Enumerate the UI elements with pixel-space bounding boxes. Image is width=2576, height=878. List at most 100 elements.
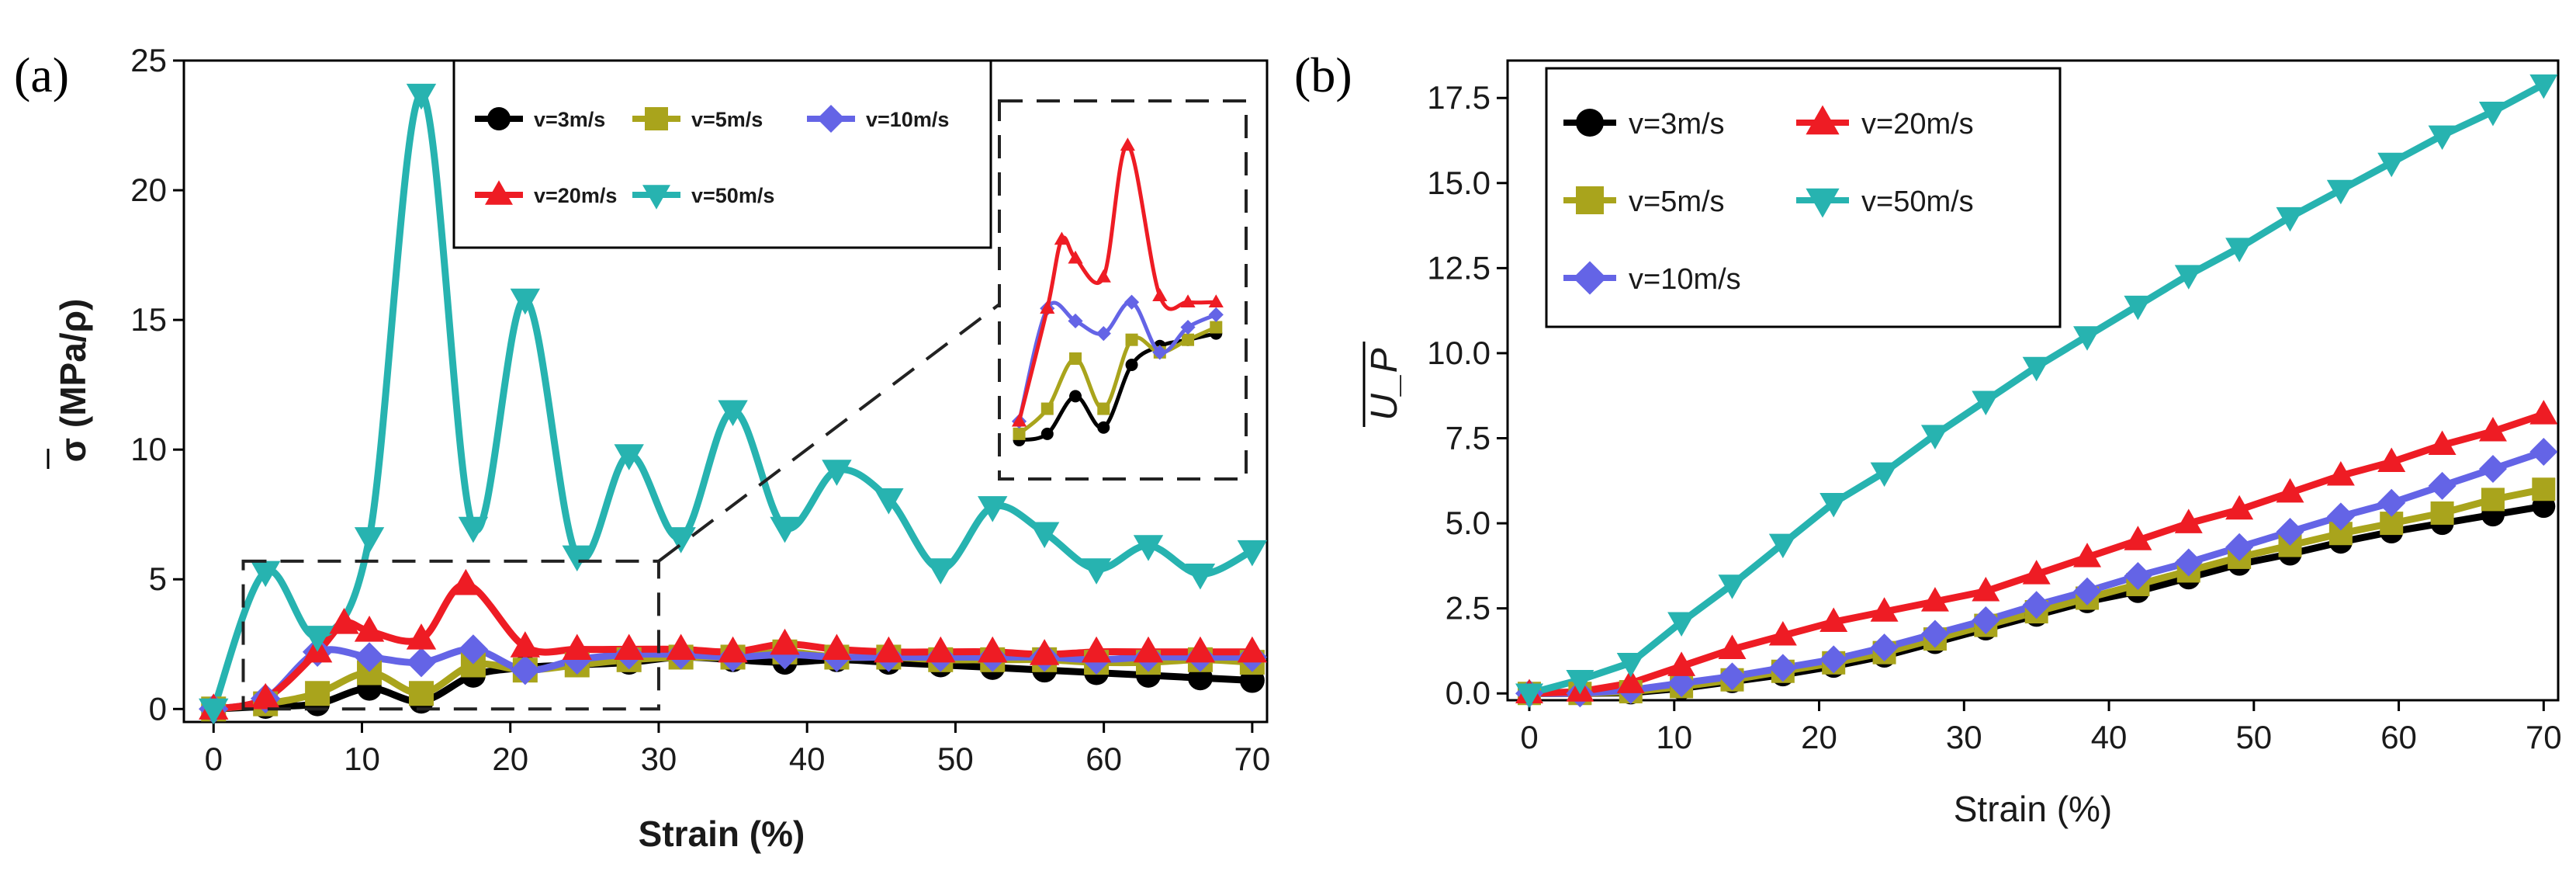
y-tick-label: 15 <box>130 301 167 338</box>
data-point-v10 <box>1667 669 1696 698</box>
inset-point-v20 <box>1096 269 1111 283</box>
inset-point-v3 <box>1069 390 1082 403</box>
y-tick-label: 12.5 <box>1427 249 1491 286</box>
data-point-v50 <box>2022 356 2051 382</box>
x-tick-label: 0 <box>205 741 223 777</box>
panel-a-label: (a) <box>14 47 69 102</box>
legend-label: v=5m/s <box>1629 186 1725 218</box>
data-point-v50 <box>1133 535 1164 561</box>
legend-marker <box>1573 261 1607 295</box>
x-tick-label: 70 <box>2526 719 2562 755</box>
legend-marker <box>1806 188 1840 218</box>
inset-line-v20 <box>1017 143 1217 422</box>
plot-frame <box>1506 59 2560 702</box>
x-tick-label: 60 <box>2380 719 2417 755</box>
legend-marker <box>485 180 513 205</box>
data-point-v20 <box>250 682 281 710</box>
data-point-v10 <box>1718 662 1747 691</box>
y-tick-label: 10 <box>130 431 167 467</box>
legend-marker <box>487 107 511 130</box>
data-point-v50 <box>1081 558 1112 585</box>
x-tick-label: 20 <box>1801 719 1837 755</box>
data-point-v50 <box>978 496 1008 522</box>
data-point-v20 <box>874 636 904 663</box>
data-point-v20 <box>2124 526 2152 550</box>
inset-point-v10 <box>1068 313 1083 329</box>
data-point-v50 <box>354 527 385 554</box>
data-point-v10 <box>2276 518 2304 547</box>
data-point-v50 <box>2073 326 2102 351</box>
data-point-v50 <box>1870 462 1899 488</box>
data-point-v50 <box>2428 125 2457 151</box>
x-tick-label: 40 <box>789 741 826 777</box>
data-point-v20 <box>770 628 800 655</box>
legend-marker <box>645 107 668 130</box>
data-point-v50 <box>1920 425 1949 449</box>
chart-a-legend: v=3m/s v=5m/s v=10m/s v=20m/s v=50m/s <box>452 59 992 249</box>
data-point-v10 <box>354 642 385 672</box>
inset-point-v5 <box>1210 321 1223 334</box>
legend-label: v=10m/s <box>866 108 949 131</box>
data-point-v10 <box>2073 577 2102 606</box>
data-point-v50 <box>614 444 644 470</box>
inset-point-v10 <box>1096 326 1111 342</box>
data-point-v20 <box>562 633 592 661</box>
data-point-v50 <box>458 516 489 543</box>
data-point-v50 <box>1616 653 1645 678</box>
series-line-v20 <box>213 581 1252 713</box>
inset-point-v20 <box>1011 413 1027 427</box>
inset-point-v20 <box>1054 231 1070 245</box>
chart-b-ylabel: U_P <box>1364 348 1405 420</box>
data-point-v50 <box>1515 683 1544 708</box>
data-point-v50 <box>666 527 696 554</box>
legend-marker <box>817 105 845 133</box>
data-point-v50 <box>2124 295 2152 321</box>
data-point-v50 <box>1972 390 2000 416</box>
legend-label: v=20m/s <box>534 184 617 207</box>
data-point-v50 <box>1667 612 1696 637</box>
data-point-v50 <box>1185 563 1216 590</box>
data-point-v50 <box>1768 533 1797 559</box>
inset-point-v10 <box>1152 345 1168 360</box>
chart-b-legend: v=3m/s v=20m/s v=5m/s v=50m/s v=10m/s <box>1545 67 2062 328</box>
data-point-v20 <box>1920 587 1949 612</box>
data-point-v20 <box>2225 495 2254 520</box>
chart-a-markers <box>199 83 1268 725</box>
data-point-v20 <box>510 631 541 658</box>
inset-point-v3 <box>1097 421 1110 434</box>
legend-label: v=50m/s <box>691 184 774 207</box>
legend-marker <box>1576 186 1604 214</box>
data-point-v50 <box>874 488 904 515</box>
data-point-v20 <box>2073 543 2102 567</box>
x-tick-label: 0 <box>1520 719 1538 755</box>
legend-label: v=3m/s <box>534 108 605 131</box>
x-tick-label: 50 <box>2235 719 2272 755</box>
data-point-v10 <box>458 634 489 665</box>
data-point-v5 <box>2481 488 2505 512</box>
data-point-v20 <box>1185 636 1216 663</box>
data-point-v20 <box>1870 597 1899 622</box>
data-point-v50 <box>2478 101 2507 127</box>
data-point-v50 <box>562 545 592 572</box>
data-point-v10 <box>2377 488 2406 517</box>
legend-marker <box>642 185 670 210</box>
data-point-v20 <box>2529 400 2558 425</box>
chart-a-inset <box>241 99 1248 711</box>
data-point-v20 <box>2276 477 2304 503</box>
data-point-v20 <box>406 623 437 650</box>
data-point-v10 <box>2478 454 2507 483</box>
data-point-v50 <box>1566 669 1594 695</box>
inset-box <box>998 99 1248 481</box>
data-point-v50 <box>1718 574 1747 599</box>
data-point-v20 <box>926 636 956 663</box>
inset-point-v5 <box>1013 427 1026 440</box>
x-tick-label: 30 <box>641 741 677 777</box>
chart-a: 0 10 20 30 40 50 60 70 0 5 10 15 20 25 Strain (%) σ (… <box>47 42 1270 854</box>
data-point-v10 <box>2428 471 2457 500</box>
data-point-v20 <box>1667 651 1696 676</box>
x-tick-label: 10 <box>344 741 380 777</box>
data-point-v20 <box>451 568 481 595</box>
data-point-v50 <box>2225 238 2254 262</box>
data-point-v50 <box>1237 540 1268 567</box>
data-point-v20 <box>1972 576 2000 602</box>
